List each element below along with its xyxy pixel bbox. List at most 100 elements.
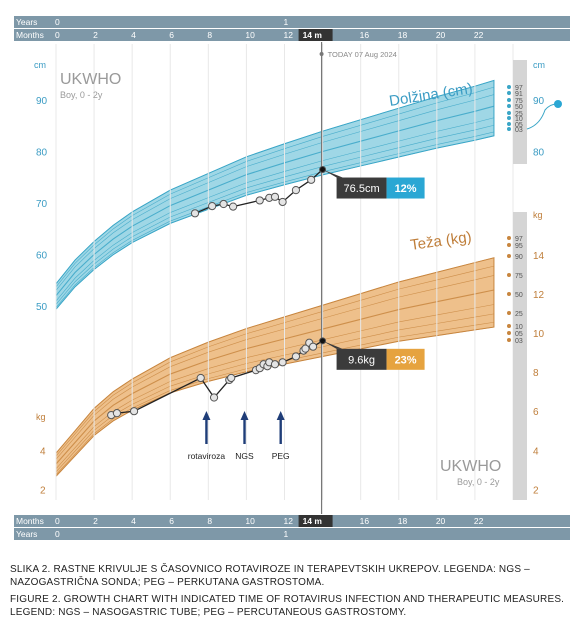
month-tick-bottom: 0 [55, 516, 60, 526]
weight-centile-rail [513, 212, 527, 500]
length-watermark: UKWHO [60, 71, 121, 88]
current-age-box-top [298, 29, 333, 41]
weight-callout-pointer [322, 340, 343, 349]
length-callout-value: 76.5cm [344, 183, 380, 195]
annotation-arrow-head [202, 411, 211, 420]
length-tick-left: 80 [36, 148, 48, 159]
annotation-label: PEG [272, 451, 290, 461]
months-bar-top [14, 29, 570, 41]
length-callout-pointer [322, 169, 343, 178]
months-label-top: Months [16, 30, 44, 40]
length-data-point [270, 192, 280, 201]
length-centile-dot [507, 116, 511, 120]
event-annotations: rotaviroza NGS PEG [188, 411, 290, 461]
weight-centile-label: 50 [515, 292, 523, 299]
weight-measurements [107, 337, 327, 420]
length-tick-right: 90 [533, 96, 545, 107]
length-centile-label: 91 [515, 91, 523, 98]
month-tick-top: 18 [398, 30, 408, 40]
length-data-point [208, 201, 217, 211]
month-tick-bottom: 22 [474, 516, 484, 526]
chart-footer: Months Years 0 2 4 6 8 10 12 14 m 16 18 20 22 0 1 [14, 515, 570, 540]
length-tick-right: 80 [533, 148, 545, 159]
weight-centile-label: 75 [515, 273, 523, 280]
length-data-point [278, 197, 287, 207]
weight-data-point [196, 373, 205, 383]
weight-tick-right: 14 [533, 251, 545, 262]
length-centile-dot [507, 85, 511, 89]
length-tick-left: 60 [36, 251, 48, 262]
length-centile-dot [507, 127, 511, 131]
weight-unit-left: kg [36, 412, 46, 422]
year-tick-top: 0 [55, 17, 60, 27]
length-data-point [190, 209, 200, 218]
weight-data-point [291, 352, 301, 361]
length-centile-dot [507, 91, 511, 95]
current-age-box-bottom [298, 515, 333, 527]
year-tick-bottom: 1 [284, 529, 289, 539]
weight-tick-right: 6 [533, 407, 539, 418]
month-tick-top: 8 [207, 30, 212, 40]
length-projection-dot [554, 100, 562, 108]
length-centile-label: 03 [515, 127, 523, 134]
weight-centile-label: 03 [515, 338, 523, 345]
weight-tick-right: 4 [533, 446, 539, 457]
length-centile-dot [507, 122, 511, 126]
month-tick-top: 4 [131, 30, 136, 40]
weight-centile-dot [507, 254, 511, 258]
length-callout-centile: 12% [395, 183, 417, 195]
length-tick-left: 50 [36, 302, 48, 313]
length-centile-label: 75 [515, 98, 523, 105]
weight-centile-label: 95 [515, 243, 523, 250]
length-data-point [228, 202, 238, 211]
length-tick-left: 70 [36, 199, 48, 210]
length-measurements [190, 166, 327, 218]
month-tick-top: 12 [284, 30, 294, 40]
weight-centile-dot [507, 311, 511, 315]
length-tick-left: 90 [36, 96, 48, 107]
length-centile-rail [513, 60, 527, 164]
month-tick-bottom: 10 [245, 516, 255, 526]
year-tick-bottom: 0 [55, 529, 60, 539]
length-callout-value-box [336, 177, 387, 199]
month-tick-bottom: 4 [131, 516, 136, 526]
weight-centile-dot [507, 292, 511, 296]
weight-data-point [301, 344, 310, 353]
caption-slovene: SLIKA 2. RASTNE KRIVULJE S ČASOVNICO ROT… [10, 564, 530, 588]
annotation-label: NGS [235, 451, 254, 461]
weight-data-point [209, 393, 219, 402]
annotation-arrow-head [276, 411, 285, 420]
year-tick-top: 1 [284, 17, 289, 27]
weight-unit-right: kg [533, 210, 543, 220]
month-tick-bottom: 16 [360, 516, 370, 526]
current-age-bottom: 14 m [303, 516, 323, 526]
weight-tick-left: 2 [40, 485, 46, 496]
years-bar-bottom [14, 528, 570, 540]
weight-data-point [129, 407, 139, 416]
weight-tick-right: 8 [533, 368, 539, 379]
annotation-label: rotaviroza [188, 451, 226, 461]
month-tick-top: 10 [245, 30, 255, 40]
month-tick-bottom: 6 [169, 516, 174, 526]
caption-english: FIGURE 2. GROWTH CHART WITH INDICATED TI… [10, 594, 565, 618]
month-tick-top: 20 [436, 30, 446, 40]
weight-data-point [270, 360, 280, 369]
months-bar-bottom [14, 515, 570, 527]
weight-centile-label: 10 [515, 324, 523, 331]
month-tick-top: 6 [169, 30, 174, 40]
month-tick-bottom: 2 [93, 516, 98, 526]
weight-centile-dot [507, 243, 511, 247]
weight-callout-value-box [336, 348, 387, 370]
length-centile-label: 10 [515, 116, 523, 123]
length-centile-label: 25 [515, 111, 523, 118]
weight-tick-right: 10 [533, 329, 545, 340]
weight-callout-value: 9.6kg [348, 354, 375, 366]
weight-watermark-sub: Boy, 0 - 2y [457, 477, 500, 487]
length-projection-line [526, 103, 558, 130]
month-tick-bottom: 12 [284, 516, 294, 526]
month-tick-top: 2 [93, 30, 98, 40]
weight-centile-dot [507, 236, 511, 240]
weight-data-point [278, 358, 287, 367]
